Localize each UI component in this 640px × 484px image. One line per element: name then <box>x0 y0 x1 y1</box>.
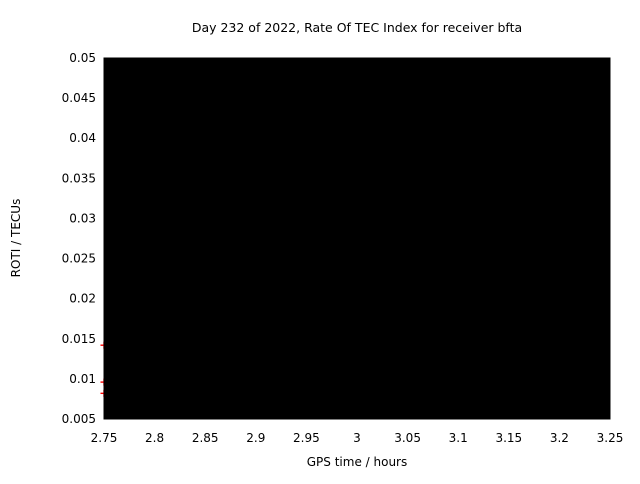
svg-text:0.005: 0.005 <box>62 412 96 426</box>
svg-text:0.01: 0.01 <box>69 372 96 386</box>
svg-text:0.04: 0.04 <box>69 131 96 145</box>
svg-text:3.05: 3.05 <box>394 431 421 445</box>
svg-text:0.02: 0.02 <box>69 292 96 306</box>
svg-text:2.95: 2.95 <box>293 431 320 445</box>
svg-text:3.2: 3.2 <box>550 431 569 445</box>
svg-text:3: 3 <box>353 431 361 445</box>
tick-labels: 2.75 2.8 2.85 2.9 2.95 3 3.05 3.1 3.15 3.2 3.25 0.0… <box>62 51 624 445</box>
x-axis-label: GPS time / hours <box>307 455 408 469</box>
svg-text:3.15: 3.15 <box>495 431 522 445</box>
svg-text:0.035: 0.035 <box>62 171 96 185</box>
svg-text:2.85: 2.85 <box>192 431 219 445</box>
svg-text:3.1: 3.1 <box>449 431 468 445</box>
svg-text:2.75: 2.75 <box>91 431 118 445</box>
svg-text:0.05: 0.05 <box>69 51 96 65</box>
y-axis-label: ROTI / TECUs <box>9 199 23 278</box>
svg-text:0.025: 0.025 <box>62 252 96 266</box>
svg-text:0.015: 0.015 <box>62 332 96 346</box>
svg-text:0.03: 0.03 <box>69 211 96 225</box>
svg-text:2.8: 2.8 <box>145 431 164 445</box>
svg-text:2.9: 2.9 <box>246 431 265 445</box>
svg-text:3.25: 3.25 <box>597 431 624 445</box>
svg-text:0.045: 0.045 <box>62 91 96 105</box>
chart-title: Day 232 of 2022, Rate Of TEC Index for r… <box>192 20 522 35</box>
